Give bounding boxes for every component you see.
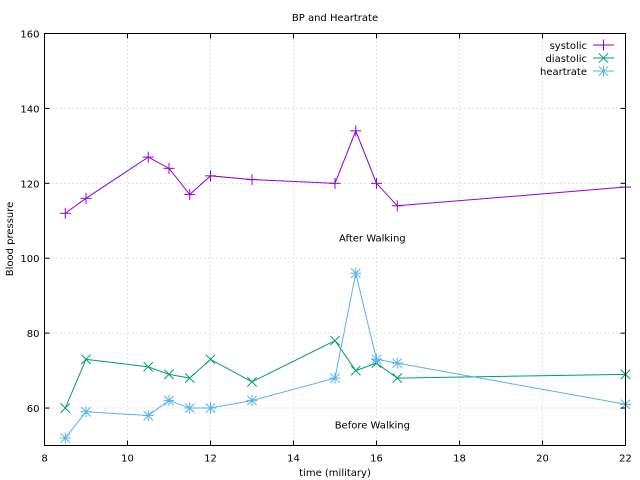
data-point xyxy=(598,52,609,64)
data-point xyxy=(80,192,92,204)
plot-frame xyxy=(44,33,626,446)
series-line-systolic xyxy=(64,129,626,214)
data-point xyxy=(163,395,175,407)
data-point xyxy=(350,365,361,376)
x-tick-label: 20 xyxy=(536,454,549,465)
data-point xyxy=(246,376,258,387)
data-point xyxy=(163,369,175,380)
data-point xyxy=(371,177,382,189)
series-heartrate xyxy=(59,267,631,444)
annotations: After Walking Before Walking xyxy=(335,233,410,431)
series-layer xyxy=(59,125,631,444)
series-diastolic xyxy=(60,335,631,414)
x-tick-label: 14 xyxy=(287,454,300,465)
x-tick-label: 8 xyxy=(41,454,47,465)
data-point xyxy=(246,174,258,186)
data-point xyxy=(163,162,175,174)
data-point xyxy=(143,361,154,372)
data-point xyxy=(329,372,341,384)
legend: systolic diastolic heartrate xyxy=(540,39,614,78)
data-point xyxy=(246,395,258,407)
data-point xyxy=(350,125,362,137)
data-point xyxy=(142,410,154,422)
x-axis-label: time (military) xyxy=(299,468,371,479)
data-point xyxy=(59,432,71,444)
x-tick-label: 10 xyxy=(121,454,134,465)
y-axis-label: Blood pressure xyxy=(5,202,16,277)
y-tick-label: 100 xyxy=(20,254,39,265)
data-point xyxy=(329,335,341,346)
series-line-heartrate xyxy=(64,273,626,439)
data-point xyxy=(80,354,92,365)
data-point xyxy=(391,357,403,369)
data-point xyxy=(184,189,196,201)
data-point xyxy=(80,406,92,418)
data-point xyxy=(598,65,609,77)
data-point xyxy=(205,170,216,182)
y-tick-label: 80 xyxy=(27,329,40,340)
series-systolic xyxy=(59,125,631,219)
y-tick-label: 160 xyxy=(20,30,39,41)
axis-ticks: 8 10 12 14 16 18 20 22 60 80 100 120 140 160 xyxy=(20,30,631,465)
data-point xyxy=(59,207,71,219)
data-point xyxy=(60,403,71,414)
legend-label-diastolic: diastolic xyxy=(545,54,587,65)
x-tick-label: 16 xyxy=(370,454,383,465)
x-tick-label: 22 xyxy=(619,454,632,465)
x-tick-label: 12 xyxy=(204,454,217,465)
data-point xyxy=(371,353,382,365)
data-point xyxy=(184,402,196,414)
legend-label-systolic: systolic xyxy=(550,41,587,52)
data-point xyxy=(391,200,403,212)
annotation: After Walking xyxy=(339,233,406,244)
data-point xyxy=(392,373,403,384)
data-point xyxy=(329,177,341,189)
chart-title: BP and Heartrate xyxy=(292,13,378,24)
y-tick-label: 60 xyxy=(27,404,40,415)
y-tick-label: 120 xyxy=(20,179,39,190)
data-point xyxy=(184,373,195,384)
data-point xyxy=(598,39,609,51)
legend-label-heartrate: heartrate xyxy=(540,67,587,78)
data-point xyxy=(142,151,154,163)
data-point xyxy=(350,267,362,279)
x-tick-label: 18 xyxy=(453,454,466,465)
annotation: Before Walking xyxy=(335,421,410,432)
grid xyxy=(44,33,626,446)
y-tick-label: 140 xyxy=(20,104,39,115)
data-point xyxy=(205,402,216,414)
data-point xyxy=(205,354,216,365)
series-line-diastolic xyxy=(64,339,626,409)
